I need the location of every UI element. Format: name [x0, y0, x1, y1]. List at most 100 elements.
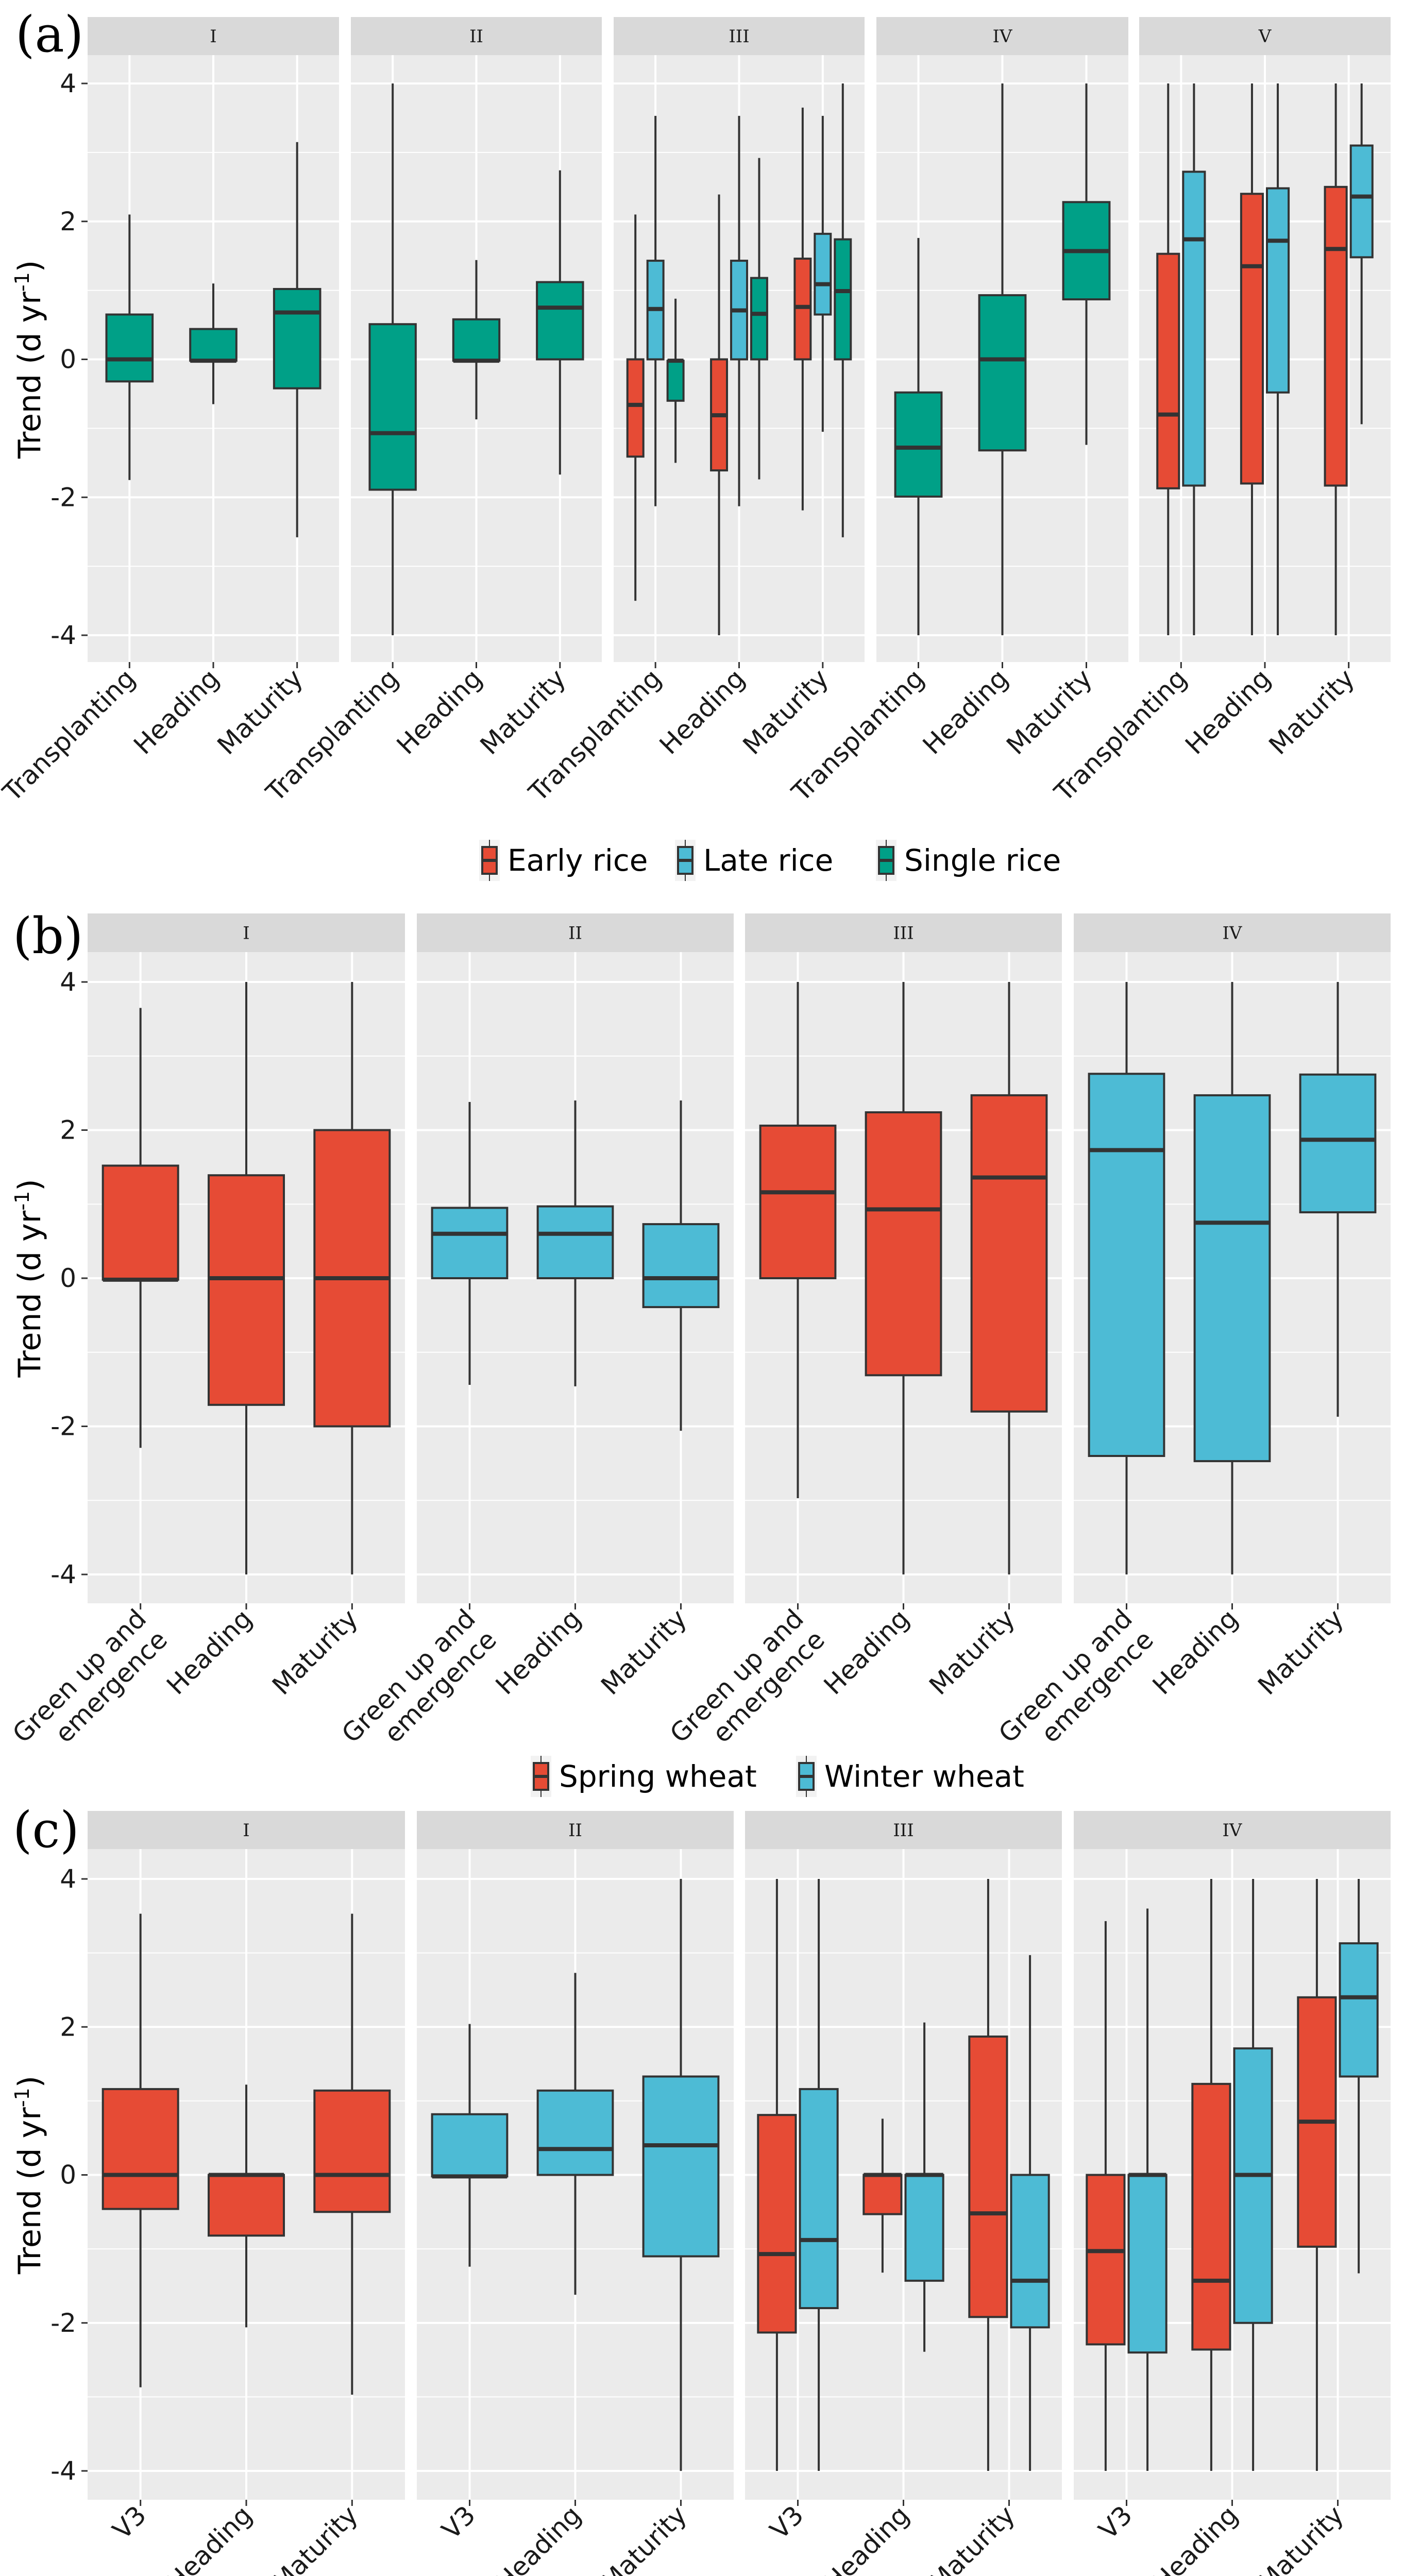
box-body: [1156, 252, 1180, 489]
box-body: [642, 1223, 720, 1309]
legend-label: Late rice: [703, 843, 833, 878]
x-tick-label-line: Maturity: [475, 663, 572, 760]
y-axis-title-close: ): [12, 2076, 48, 2088]
box-body: [1010, 2174, 1050, 2329]
facet-strip: [745, 913, 1062, 952]
x-tick-label: Heading: [917, 663, 1014, 760]
x-tick-label: Green up andemergence: [7, 1603, 173, 1770]
legend-label: Spring wheat: [559, 1759, 757, 1794]
x-tick-label-line: Heading: [1179, 663, 1276, 760]
x-tick-label-line: V3: [107, 2500, 152, 2545]
x-tick-label-line: V3: [764, 2500, 809, 2545]
box-body: [865, 1111, 942, 1377]
facet-strip: [417, 913, 734, 952]
box-body: [814, 232, 832, 316]
y-tick-label: 4: [60, 967, 76, 997]
facet-strip-label: I: [243, 923, 249, 944]
facet-strip-label: III: [893, 923, 914, 944]
x-tick-label-line: Maturity: [923, 2500, 1021, 2576]
chart-panel-a: (a)Trend (d yr-1)-4-2024ITransplantingHe…: [0, 6, 1391, 881]
facet-strip: [1139, 17, 1391, 55]
box-winter-wheat: [1299, 982, 1377, 1417]
box-early-rice: [1324, 83, 1348, 635]
facet-strip-label: III: [893, 1820, 914, 1841]
box-body: [102, 2088, 179, 2210]
x-tick-label-line: Heading: [391, 663, 488, 760]
box-body: [862, 2174, 903, 2215]
box-single-rice: [368, 83, 417, 635]
box-body: [894, 391, 943, 498]
legend-item: Late rice: [675, 840, 833, 881]
box-spring-wheat: [759, 982, 837, 1498]
facet-strip: [1074, 913, 1391, 952]
y-axis-title: Trend (d yr-1): [11, 260, 48, 459]
x-tick-label: V3: [107, 2500, 152, 2545]
box-winter-wheat: [1193, 982, 1271, 1574]
box-body: [970, 1094, 1048, 1413]
box-body: [1191, 2082, 1231, 2351]
box-body: [1266, 187, 1290, 394]
box-single-rice: [189, 283, 238, 404]
x-tick-label: Maturity: [212, 663, 309, 760]
facet-strip: [88, 17, 339, 55]
facet-strip: [1074, 1811, 1391, 1849]
y-axis-title-text: Trend (d yr: [12, 292, 48, 459]
box-early-rice: [626, 214, 645, 601]
x-tick-label-line: Heading: [917, 663, 1014, 760]
y-axis-title-close: ): [12, 260, 48, 272]
box-body: [189, 328, 238, 362]
y-tick-label: -2: [50, 482, 76, 512]
box-body: [666, 360, 685, 402]
x-tick-label-line: Heading: [490, 1603, 587, 1700]
x-tick-label-line: Transplanting: [0, 663, 141, 807]
box-early-rice: [1240, 83, 1264, 635]
box-body: [1233, 2047, 1273, 2324]
legend-label: Winter wheat: [824, 1759, 1024, 1794]
box-body: [536, 2089, 614, 2176]
legend-item: Winter wheat: [796, 1756, 1024, 1797]
facet-I: I V3 Heading Maturity: [88, 1811, 405, 2576]
x-tick-label: Heading: [1179, 663, 1276, 760]
box-single-rice: [978, 83, 1027, 635]
facet-strip-label: II: [469, 26, 483, 47]
x-tick-label: Heading: [1147, 1603, 1244, 1700]
facet-IV: IV V3 Heading Maturity: [1074, 1811, 1391, 2576]
facet-II: II V3 Heading Maturity: [417, 1811, 734, 2576]
box-summer-maize: [1233, 1879, 1273, 2471]
panel-tag: (a): [15, 6, 83, 63]
y-tick-label: 2: [60, 207, 76, 236]
box-body: [1339, 1942, 1379, 2078]
y-tick-label: -4: [50, 1560, 76, 1589]
legend-item: Spring wheat: [531, 1756, 757, 1797]
box-spring-maize: [102, 1913, 179, 2387]
x-tick-label: Heading: [128, 663, 225, 760]
x-tick-label-line: Maturity: [595, 1603, 692, 1701]
x-tick-label: V3: [764, 2500, 809, 2545]
y-tick-label: 4: [60, 1864, 76, 1894]
legend-label: Early rice: [508, 843, 648, 878]
y-tick-label: -4: [50, 620, 76, 650]
box-spring-maize: [862, 2119, 903, 2273]
facet-strip-label: V: [1258, 26, 1272, 47]
box-body: [1086, 2174, 1126, 2346]
legend-label: Single rice: [904, 843, 1061, 878]
box-spring-maize: [757, 1879, 797, 2471]
x-tick-label-line: Heading: [161, 1603, 258, 1700]
box-body: [750, 277, 768, 361]
facet-strip-label: IV: [1223, 923, 1243, 944]
x-tick-label-line: Heading: [161, 2500, 258, 2576]
x-tick-label-line: Maturity: [737, 663, 835, 760]
facet-strip-label: II: [568, 1820, 582, 1841]
box-body: [1349, 144, 1374, 259]
box-single-rice: [452, 260, 501, 419]
box-body: [536, 281, 584, 361]
box-winter-wheat: [642, 1100, 720, 1431]
box-body: [313, 2089, 391, 2213]
x-tick-label: Heading: [818, 2500, 915, 2576]
box-body: [1182, 171, 1206, 487]
x-tick-label-line: Maturity: [1001, 663, 1098, 760]
facet-strip-label: IV: [1223, 1820, 1243, 1841]
